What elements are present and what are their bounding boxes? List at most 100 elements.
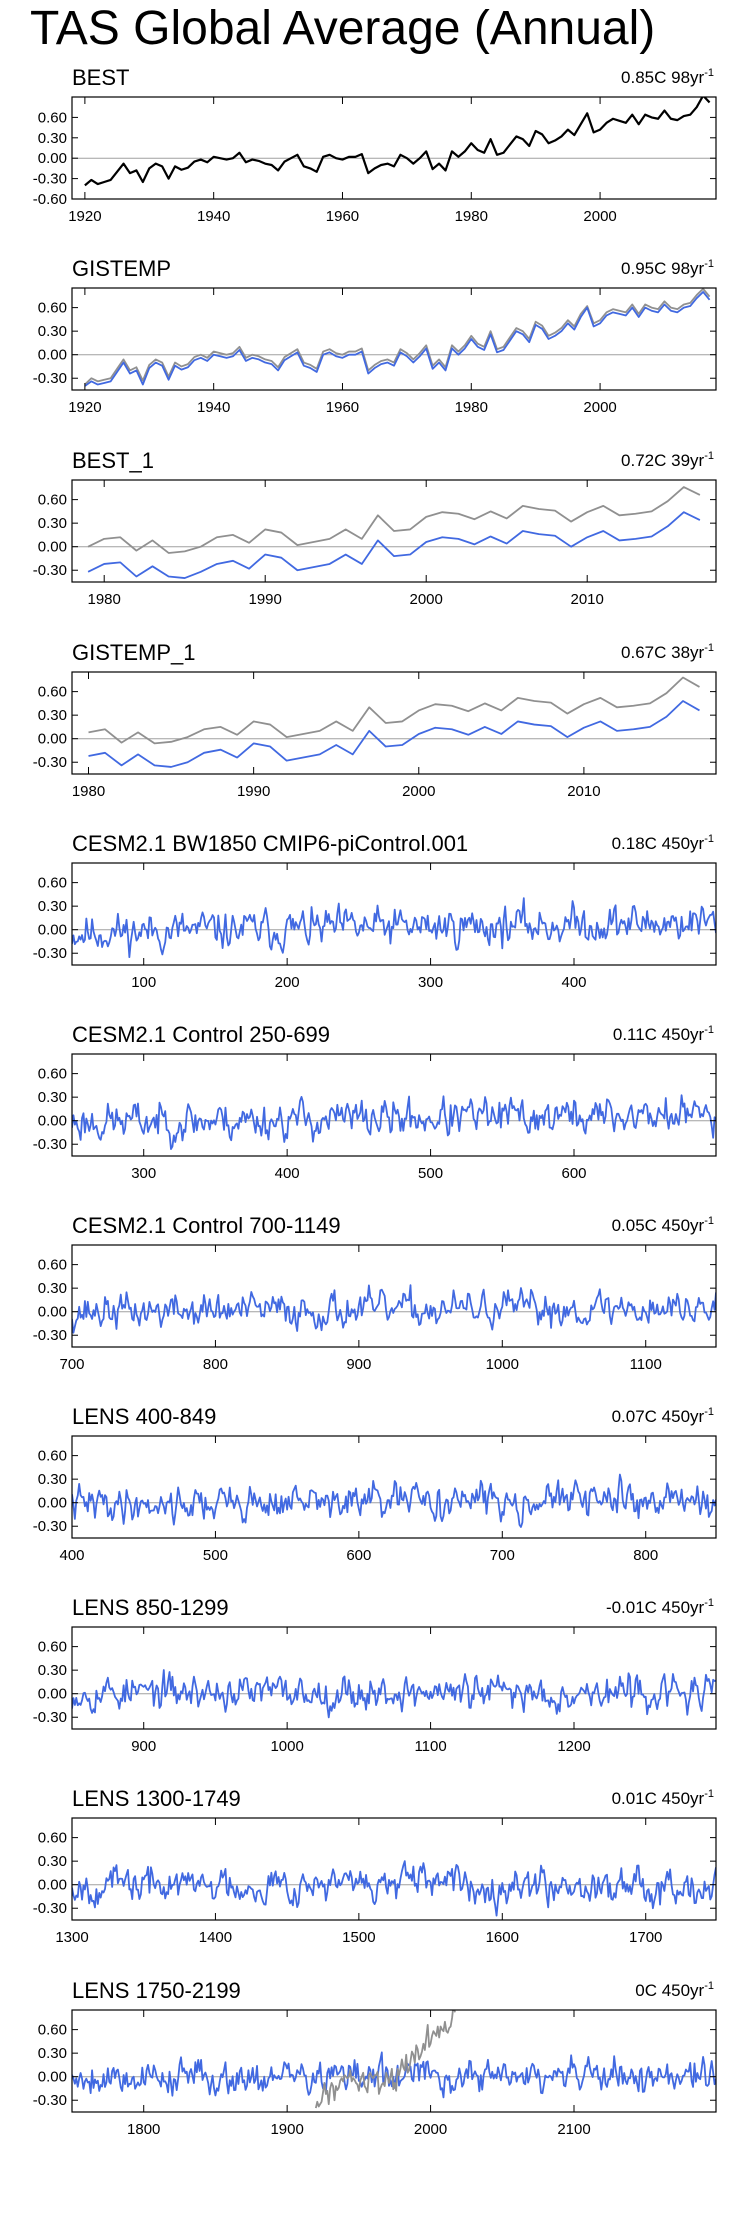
panel-1: BEST 0.85C 98yr-10.600.300.00-0.30-0.6019… [33,65,717,225]
plot-frame [71,1053,717,1157]
trend-unit-exponent: -1 [704,258,714,270]
x-tick-label: 1990 [249,591,282,608]
x-tick-label: 1100 [630,1356,662,1373]
series-line-1 [84,97,711,187]
x-tick-label: 2000 [583,399,616,416]
x-tick-label: 300 [131,1165,156,1182]
x-tick-label: 1980 [88,591,121,608]
x-tick-label: 1000 [486,1356,519,1373]
trend-unit-exponent: -1 [704,833,714,845]
y-tick-label: 0.60 [38,1830,67,1847]
x-tick-label: 2000 [402,783,435,800]
plot-frame [71,862,717,966]
panel-trend: 0.67C 38yr-1 [621,642,714,662]
panel-7: CESM2.1 Control 700-1149 0.05C 450yr-1 0.6… [33,1213,717,1373]
y-tick-label: -0.30 [33,2092,67,2109]
panel-trend: 0.85C 98yr-1 [621,67,714,87]
y-tick-label: 0.00 [38,922,67,939]
y-tick-label: 0.60 [38,492,67,509]
y-tick-label: 0.60 [38,1448,67,1465]
x-tick-label: 1700 [629,1929,662,1946]
y-tick-label: 0.30 [38,1280,67,1297]
series-line-2 [314,2010,456,2109]
plot-frame [71,1817,717,1921]
panels: BEST 0.85C 98yr-10.600.300.00-0.30-0.6019… [33,65,717,2138]
x-tick-label: 2100 [557,2121,590,2138]
x-tick-label: 500 [418,1165,443,1182]
x-tick-label: 2000 [410,591,443,608]
x-tick-label: 100 [131,974,156,991]
plot-frame [71,1244,717,1348]
y-tick-label: 0.60 [38,109,67,126]
panel-title: CESM2.1 Control 250-699 [72,1022,330,1047]
panel-title: CESM2.1 BW1850 CMIP6-piControl.001 [72,831,468,856]
panel-2: GISTEMP 0.95C 98yr-1 0.60 0.30 0.00 -0.301920… [33,256,717,416]
y-tick-label: 0.00 [38,1495,67,1512]
trend-unit-exponent: -1 [704,1597,714,1609]
y-tick-label: 0.30 [38,1662,67,1679]
x-tick-label: 2000 [414,2121,447,2138]
y-tick-label: 0.00 [38,1877,67,1894]
series-line-1 [72,2051,716,2099]
series-group [72,1094,716,1150]
x-tick-label: 1940 [197,208,230,225]
y-tick-label: 0.00 [38,1304,67,1321]
x-tick-label: 1600 [486,1929,519,1946]
series-group [88,676,700,768]
x-tick-label: 200 [275,974,300,991]
trend-unit-exponent: -1 [704,1980,714,1992]
y-tick-label: 0.30 [38,323,67,340]
y-tick-label: 0.00 [38,731,67,748]
x-tick-label: 1000 [270,1738,303,1755]
plot-frame [71,479,717,583]
y-tick-label: 0.30 [38,898,67,915]
x-tick-label: 500 [203,1547,228,1564]
x-tick-label: 600 [346,1547,371,1564]
x-tick-label: 700 [490,1547,515,1564]
y-tick-label: 0.60 [38,1257,67,1274]
x-tick-label: 1940 [197,399,230,416]
y-tick-label: 0.60 [38,300,67,317]
plot-frame [71,671,717,775]
x-tick-label: 300 [418,974,443,991]
panel-10: LENS 1300-1749 0.01C 450yr-1 0.60 0.30 0.00 -… [33,1786,717,1946]
series-group [72,897,716,959]
y-tick-label: 0.60 [38,875,67,892]
trend-unit-exponent: -1 [704,1788,714,1800]
panel-trend: 0.05C 450yr-1 [612,1215,714,1235]
y-tick-label: 0.00 [38,347,67,364]
y-tick-label: 0.00 [38,150,67,167]
series-line-1 [72,1860,716,1917]
series-line-1 [88,676,700,745]
series-line-1 [72,1284,716,1334]
x-tick-label: 1980 [455,208,488,225]
panel-title: CESM2.1 Control 700-1149 [72,1213,341,1238]
y-tick-label: 0.30 [38,2045,67,2062]
x-tick-label: 1920 [68,399,101,416]
y-tick-label: 0.60 [38,1639,67,1656]
series-group [72,1284,716,1334]
panel-trend: 0.11C 450yr-1 [613,1024,714,1044]
page-title: TAS Global Average (Annual) [30,2,655,55]
y-tick-label: -0.30 [33,1709,67,1726]
series-group [72,1860,716,1917]
panel-trend: 0.18C 450yr-1 [612,833,714,853]
y-tick-label: 0.60 [38,684,67,701]
series-group [72,1669,716,1719]
series-group [87,486,701,579]
panel-8: LENS 400-849 0.07C 450yr-1 0.60 0.30 0.00 -0.… [33,1404,717,1564]
y-tick-label: 0.30 [38,130,67,147]
panel-title: GISTEMP [72,256,171,281]
y-tick-label: 0.30 [38,515,67,532]
y-tick-label: -0.30 [33,754,67,771]
panel-trend: 0.95C 98yr-1 [621,258,714,278]
x-tick-label: 1980 [72,783,105,800]
series-line-1 [87,486,701,554]
y-tick-label: -0.30 [33,1136,67,1153]
x-tick-label: 2000 [583,208,616,225]
series-line-2 [84,291,711,387]
x-tick-label: 800 [633,1547,658,1564]
series-group [72,2010,716,2109]
panel-4: GISTEMP_1 0.67C 38yr-1 0.60 0.30 0.00 -0.30 19… [33,640,717,800]
x-tick-label: 2010 [571,591,604,608]
